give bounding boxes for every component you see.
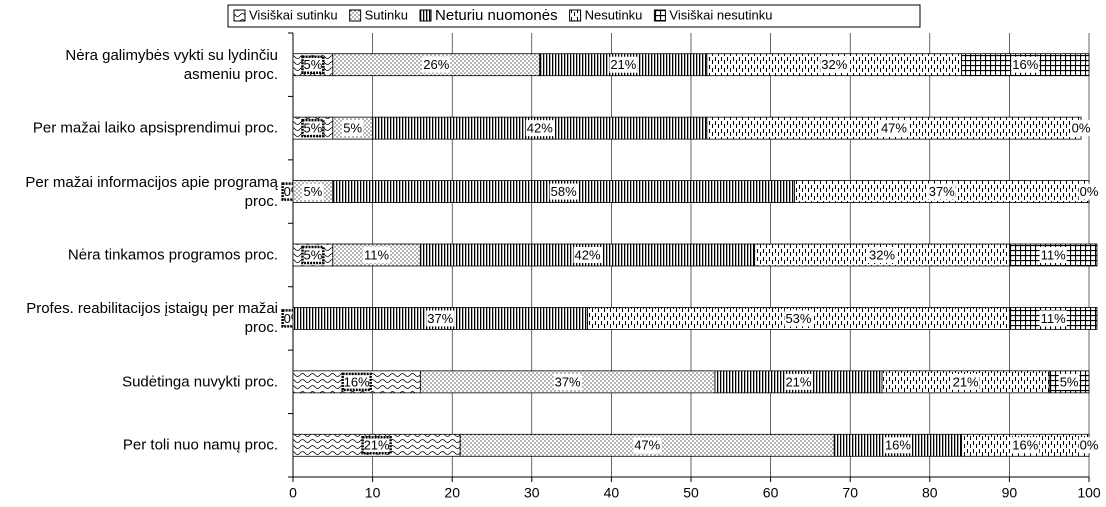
value-label: 16% — [1012, 57, 1038, 72]
x-tick-label: 10 — [365, 485, 381, 501]
value-label-bg — [301, 55, 325, 74]
value-label-bg — [1011, 56, 1040, 73]
value-label-bg — [553, 373, 582, 390]
legend-label: Nesutinku — [585, 7, 643, 22]
x-tick-label: 100 — [1077, 485, 1101, 501]
legend-swatch — [349, 9, 362, 22]
x-tick-label: 50 — [683, 485, 699, 501]
value-label-bg — [363, 247, 391, 263]
value-label-bg — [820, 56, 849, 73]
value-label: 58% — [551, 184, 577, 199]
x-tick-label: 70 — [842, 485, 858, 501]
value-label: 21% — [953, 374, 979, 389]
value-label: 42% — [527, 121, 553, 136]
value-label: 32% — [821, 57, 847, 72]
y-tick-label: Per mažai informacijos apie programą pro… — [25, 173, 278, 210]
value-label-bg — [784, 373, 813, 390]
legend-swatch — [653, 9, 666, 22]
value-label-bg — [1039, 247, 1067, 263]
x-tick-label: 90 — [1002, 485, 1018, 501]
value-label-bg — [342, 120, 364, 137]
value-label-bg — [1058, 373, 1080, 390]
value-label-bg — [883, 437, 912, 454]
value-label-bg — [426, 310, 455, 327]
legend-swatch — [419, 9, 432, 22]
value-label-bg — [1011, 437, 1040, 454]
value-label-bg — [573, 247, 602, 263]
value-label-bg — [1078, 183, 1100, 200]
value-label-bg — [784, 310, 813, 327]
value-label-bg — [1039, 310, 1067, 327]
value-label-bg — [341, 372, 372, 392]
value-label-bg — [422, 56, 451, 73]
value-label-bg — [609, 56, 638, 73]
y-tick-label: Per toli nuo namų proc. — [122, 436, 278, 454]
value-label-bg — [951, 373, 980, 390]
legend-box — [227, 4, 921, 28]
x-tick-label: 80 — [922, 485, 938, 501]
legend-label: Sutinku — [365, 7, 408, 22]
value-label: 47% — [881, 121, 907, 136]
value-label-bg — [1070, 120, 1092, 137]
legend-swatch — [233, 9, 246, 22]
y-tick-label: Sudėtinga nuvykti proc. — [122, 373, 278, 391]
value-label-bg — [525, 120, 554, 137]
value-label: 21% — [785, 374, 811, 389]
value-label-bg — [301, 245, 325, 265]
value-label: 16% — [1012, 438, 1038, 453]
x-tick-label: 60 — [763, 485, 779, 501]
value-label-bg — [361, 436, 392, 455]
value-label: 5% — [304, 184, 323, 199]
value-label: 37% — [929, 184, 955, 199]
y-tick-label: Per mažai laiko apsisprendimui proc. — [32, 119, 278, 137]
legend-label: Visiškai nesutinku — [669, 7, 772, 22]
value-label-bg — [549, 183, 578, 200]
value-label: 5% — [304, 57, 323, 72]
legend-label: Visiškai sutinku — [249, 7, 338, 22]
x-tick-label: 30 — [524, 485, 540, 501]
value-label: 11% — [1041, 311, 1066, 326]
value-label: 0% — [1080, 438, 1099, 453]
value-label: 0% — [1072, 121, 1091, 136]
value-label: 16% — [885, 438, 911, 453]
value-label: 37% — [427, 311, 453, 326]
value-label-bg — [1078, 437, 1100, 454]
value-label: 5% — [1060, 374, 1079, 389]
x-tick-label: 20 — [444, 485, 460, 501]
value-label: 37% — [555, 374, 581, 389]
value-label: 47% — [634, 438, 660, 453]
value-label: 21% — [364, 438, 390, 453]
legend-swatch — [569, 9, 582, 22]
value-label-bg — [302, 183, 324, 200]
x-tick-label: 0 — [289, 485, 297, 501]
value-label: 53% — [785, 311, 811, 326]
value-label: 32% — [869, 247, 895, 262]
value-label-bg — [301, 118, 325, 138]
value-label: 0% — [1080, 184, 1099, 199]
value-label-bg — [633, 437, 662, 454]
value-label-bg — [868, 247, 897, 263]
y-tick-label: Profes. reabilitacijos įstaigų per mažai… — [26, 300, 278, 337]
value-label: 16% — [344, 374, 370, 389]
value-label: 5% — [304, 247, 323, 262]
value-label: 5% — [304, 121, 323, 136]
x-tick-label: 40 — [604, 485, 620, 501]
value-label-bg — [927, 183, 956, 200]
value-label: 11% — [1041, 247, 1066, 262]
y-tick-label: Nėra tinkamos programos proc. — [67, 246, 278, 264]
value-label: 21% — [610, 57, 636, 72]
value-label: 11% — [364, 247, 389, 262]
value-label: 42% — [575, 247, 601, 262]
value-label: 26% — [423, 57, 449, 72]
y-tick-label: Nėra galimybės vykti su lydinčiu asmeniu… — [65, 46, 278, 83]
legend-label: Neturiu nuomonės — [435, 7, 558, 24]
value-label: 5% — [343, 121, 362, 136]
value-label-bg — [879, 120, 908, 137]
